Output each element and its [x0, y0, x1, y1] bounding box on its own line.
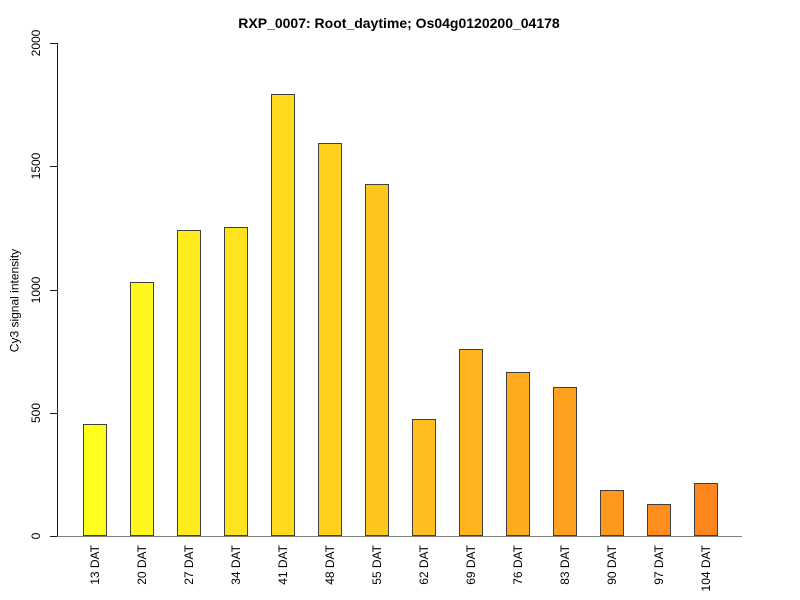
y-tick-label: 0 — [29, 532, 43, 540]
x-category-label: 27 DAT — [182, 545, 196, 585]
x-category-label: 20 DAT — [135, 545, 149, 585]
y-tick — [50, 290, 57, 291]
x-category-label: 69 DAT — [464, 545, 478, 585]
bar — [365, 184, 389, 536]
x-category-label: 48 DAT — [323, 545, 337, 585]
x-category-label: 41 DAT — [276, 545, 290, 585]
bar — [83, 424, 107, 536]
bar — [506, 372, 530, 536]
bar — [600, 490, 624, 536]
y-tick — [50, 166, 57, 167]
x-category-label: 34 DAT — [229, 545, 243, 585]
y-tick — [50, 413, 57, 414]
bar — [271, 94, 295, 536]
x-category-label: 90 DAT — [605, 545, 619, 585]
x-category-label: 55 DAT — [370, 545, 384, 585]
y-tick-label: 1500 — [29, 152, 43, 180]
bar — [647, 504, 671, 536]
x-baseline — [57, 536, 742, 537]
bar — [459, 349, 483, 536]
x-category-label: 104 DAT — [699, 545, 713, 592]
x-category-label: 76 DAT — [511, 545, 525, 585]
x-category-label: 62 DAT — [417, 545, 431, 585]
chart-title: RXP_0007: Root_daytime; Os04g0120200_041… — [238, 15, 560, 31]
bar — [318, 143, 342, 536]
bar — [224, 227, 248, 536]
bar — [694, 483, 718, 536]
y-axis-title: Cy3 signal intensity — [7, 248, 22, 353]
x-category-label: 83 DAT — [558, 545, 572, 585]
y-tick-label: 1000 — [29, 276, 43, 304]
bar — [412, 419, 436, 536]
x-category-label: 13 DAT — [88, 545, 102, 585]
y-tick-label: 2000 — [29, 29, 43, 57]
y-tick — [50, 536, 57, 537]
bar — [177, 230, 201, 536]
y-tick-label: 500 — [29, 402, 43, 424]
bar — [130, 282, 154, 536]
y-tick — [50, 43, 57, 44]
x-category-label: 97 DAT — [652, 545, 666, 585]
bar — [553, 387, 577, 536]
y-axis-line — [57, 43, 58, 537]
